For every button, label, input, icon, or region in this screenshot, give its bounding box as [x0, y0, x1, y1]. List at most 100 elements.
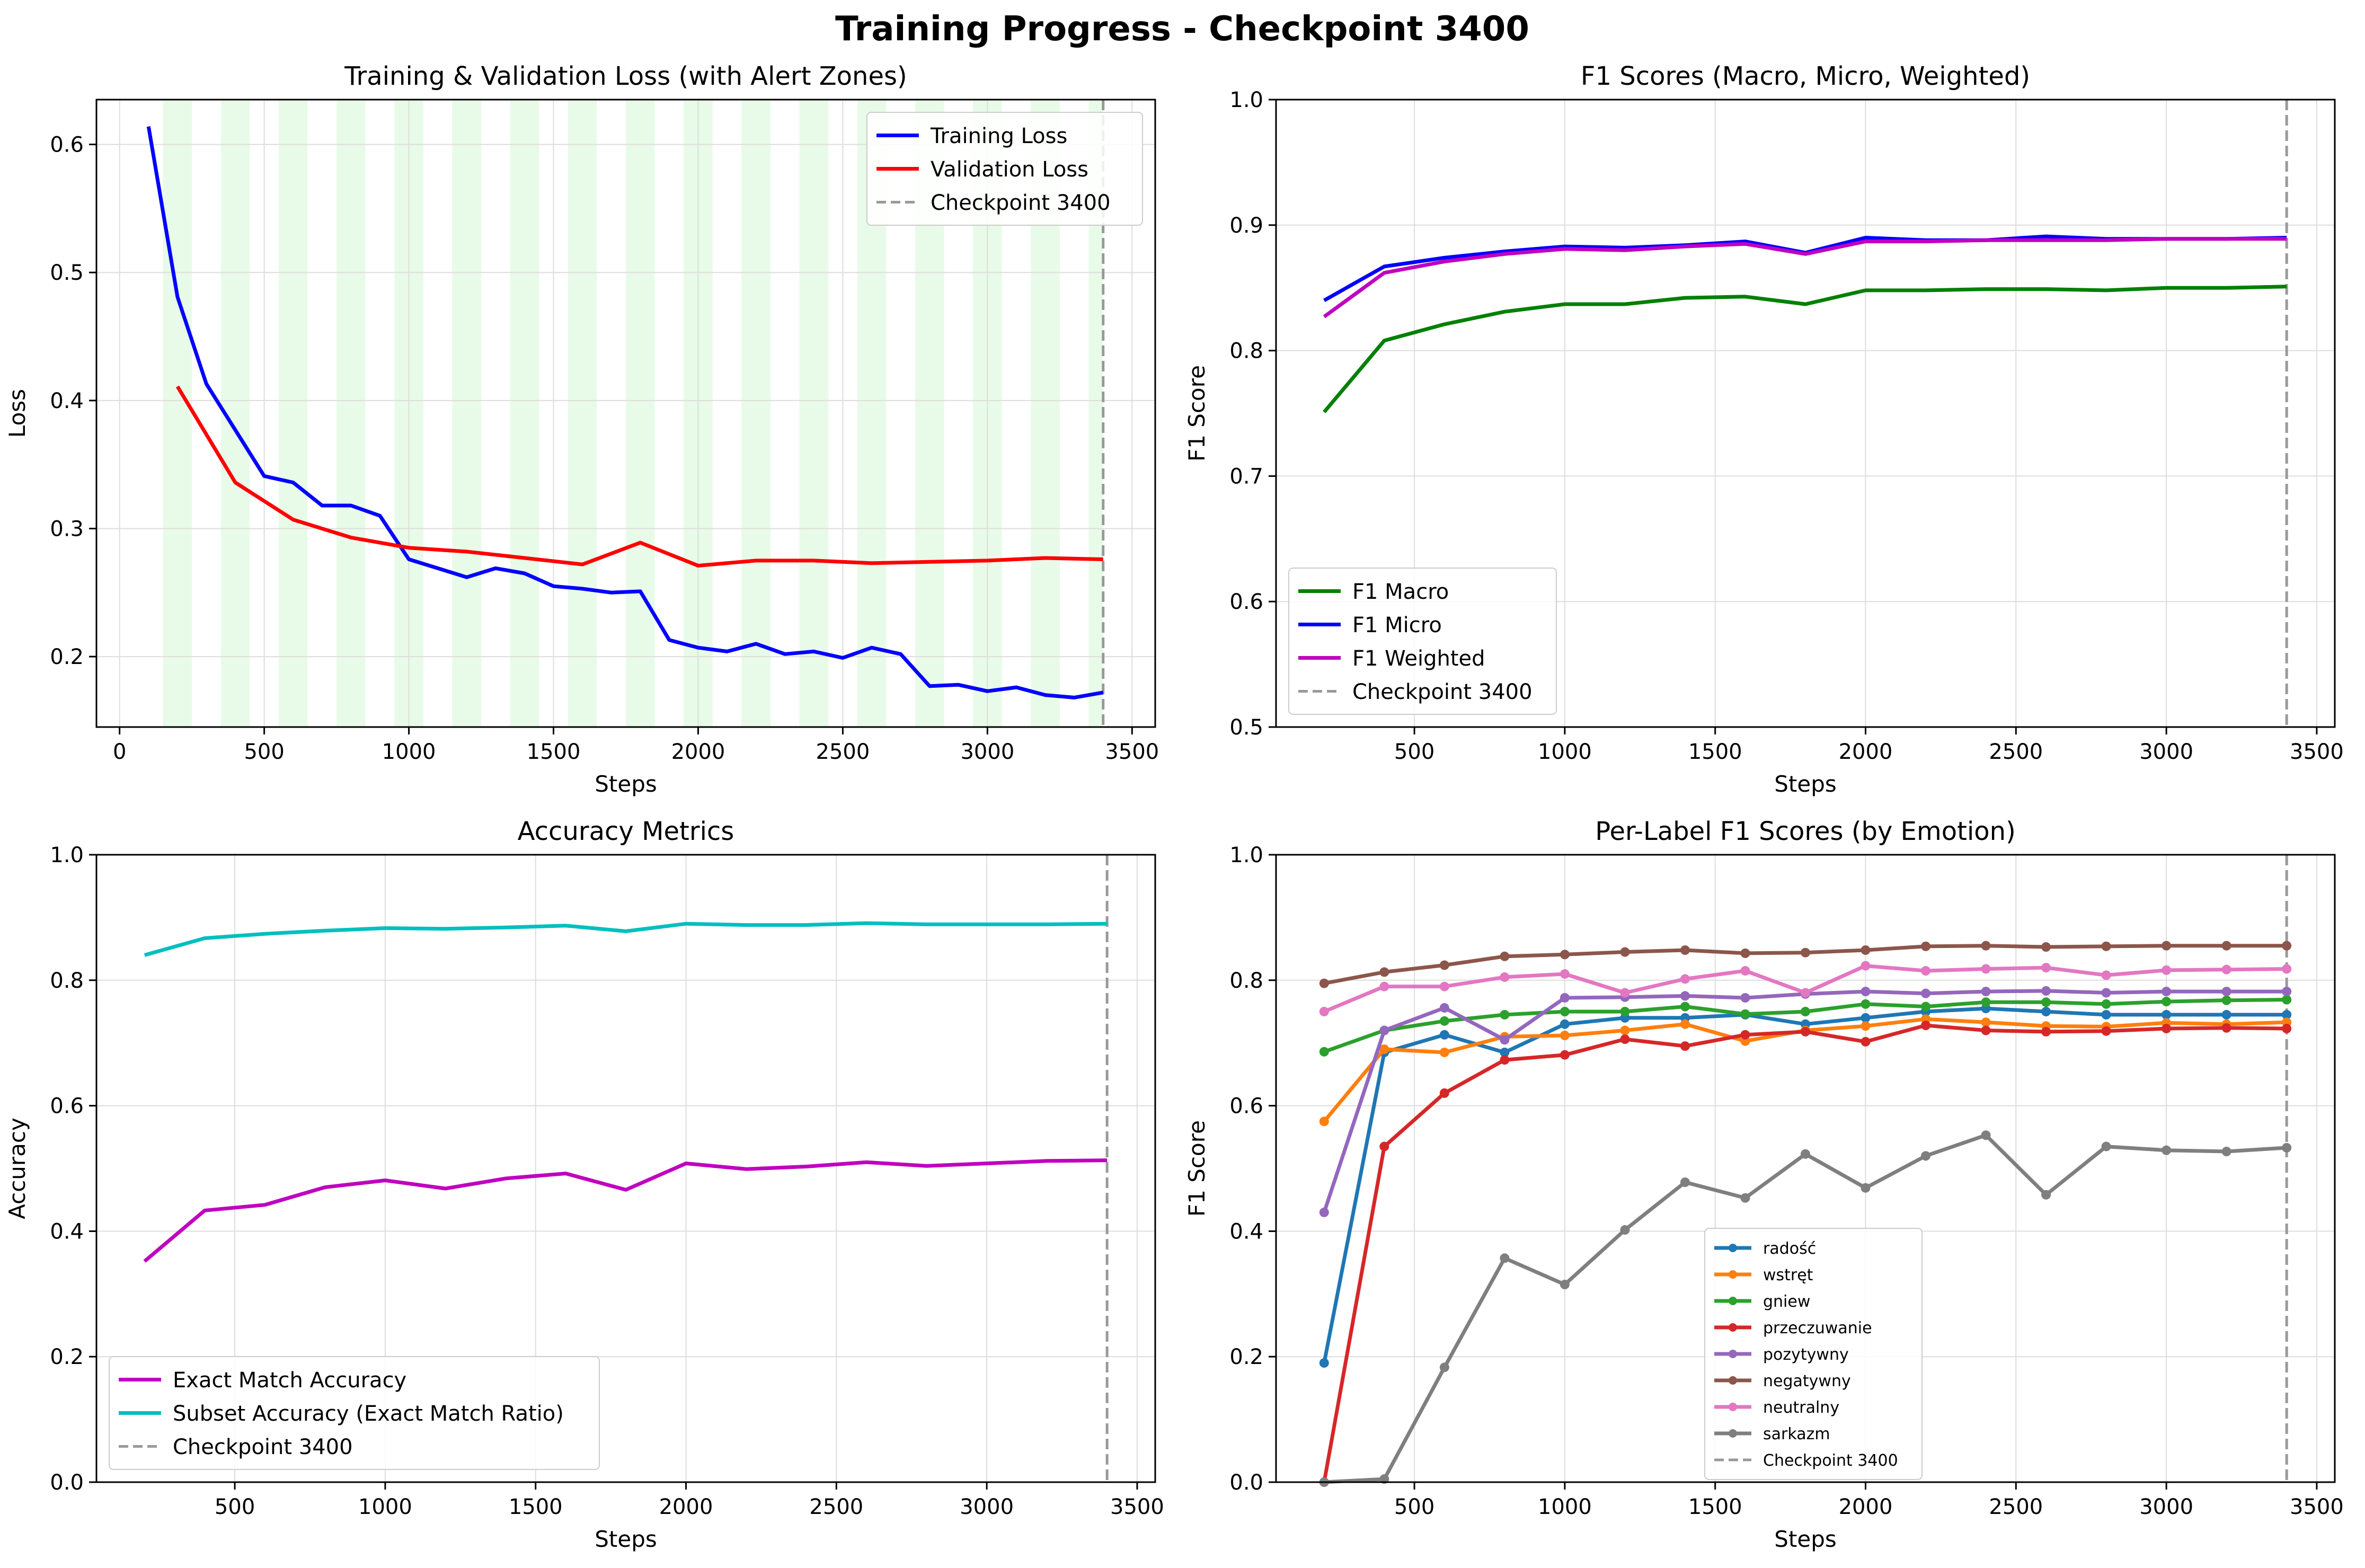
labels-legend-label-1: wstręt — [1763, 1266, 1813, 1284]
f1-x-tick-label-3: 2000 — [1839, 740, 1893, 764]
labels-xlabel: Steps — [1774, 1526, 1837, 1552]
labels-series-4-point-16 — [2282, 987, 2292, 997]
labels-series-2-point-12 — [2041, 997, 2051, 1007]
labels-series-2-point-13 — [2101, 999, 2111, 1009]
labels-series-4-point-10 — [1921, 988, 1931, 998]
labels-series-3-point-5 — [1620, 1034, 1630, 1044]
f1-x-tick-label-6: 3500 — [2290, 740, 2344, 764]
loss-x-tick-label-4: 2000 — [671, 740, 725, 764]
f1-y-tick-label-3: 0.8 — [1229, 339, 1263, 364]
loss-alert-zone-10 — [741, 100, 770, 727]
labels-series-0-point-12 — [2041, 1007, 2051, 1016]
f1-y-tick-label-0: 0.5 — [1229, 715, 1263, 740]
f1-y-tick-label-4: 0.9 — [1229, 214, 1263, 238]
labels-series-3-point-2 — [1439, 1088, 1449, 1098]
labels-x-tick-label-4: 2500 — [1989, 1495, 2043, 1519]
loss-ylabel: Loss — [4, 389, 30, 438]
acc-legend-box — [109, 1356, 600, 1470]
labels-series-7-point-6 — [1680, 1177, 1690, 1188]
labels-series-5-point-2 — [1439, 960, 1449, 970]
labels-series-4-point-7 — [1740, 993, 1750, 1003]
labels-x-tick-label-5: 3000 — [2139, 1495, 2193, 1519]
loss-legend-label-0: Training Loss — [930, 124, 1067, 148]
labels-series-7-point-16 — [2282, 1142, 2292, 1153]
f1-x-tick-label-1: 1000 — [1538, 740, 1592, 764]
labels-series-4-point-6 — [1680, 991, 1690, 1001]
loss-x-tick-label-6: 3000 — [960, 740, 1014, 764]
labels-y-tick-label-1: 0.2 — [1229, 1345, 1263, 1369]
labels-series-5-point-6 — [1680, 945, 1690, 955]
labels-series-2-point-5 — [1620, 1007, 1630, 1016]
labels-series-1-point-11 — [1981, 1017, 1991, 1027]
labels-y-tick-label-4: 0.8 — [1229, 969, 1263, 993]
labels-series-4-point-14 — [2162, 987, 2172, 997]
f1-title: F1 Scores (Macro, Micro, Weighted) — [1581, 61, 2030, 91]
acc-y-tick-label-1: 0.2 — [50, 1345, 84, 1369]
labels-legend-label-3: przeczuwanie — [1763, 1319, 1872, 1337]
labels-series-2-point-9 — [1861, 999, 1871, 1009]
labels-series-5-point-0 — [1319, 978, 1329, 988]
loss-x-tick-label-7: 3500 — [1105, 740, 1159, 764]
labels-series-4-point-1 — [1379, 1025, 1389, 1035]
loss-series-line-0 — [146, 126, 1104, 699]
labels-series-2-point-14 — [2162, 997, 2172, 1007]
labels-series-4-point-9 — [1861, 987, 1871, 997]
labels-series-7-point-5 — [1620, 1225, 1630, 1235]
acc-series-line-0 — [143, 1158, 1108, 1263]
labels-series-4-point-12 — [2041, 986, 2051, 996]
labels-series-2-point-0 — [1319, 1047, 1329, 1057]
labels-series-1-point-6 — [1680, 1019, 1690, 1029]
labels-series-2-point-8 — [1801, 1007, 1810, 1016]
f1-xlabel: Steps — [1774, 771, 1837, 797]
f1-y-tick-label-5: 1.0 — [1229, 88, 1263, 112]
labels-series-2-point-7 — [1740, 1009, 1750, 1019]
f1-x-tick-label-4: 2500 — [1989, 740, 2043, 764]
f1-legend-box — [1288, 568, 1557, 715]
f1-ylabel: F1 Score — [1184, 365, 1210, 462]
labels-series-3-point-8 — [1801, 1026, 1810, 1037]
labels-y-tick-label-3: 0.6 — [1229, 1094, 1263, 1119]
labels-legend-box — [1704, 1228, 1923, 1480]
labels-legend-marker-3 — [1729, 1323, 1737, 1332]
labels-legend-label-7: sarkazm — [1763, 1425, 1830, 1443]
labels-series-0-point-9 — [1861, 1013, 1871, 1023]
labels-series-5-point-15 — [2221, 941, 2231, 951]
labels-series-6-point-8 — [1801, 988, 1810, 998]
labels-x-tick-label-1: 1000 — [1538, 1495, 1592, 1519]
loss-y-tick-label-2: 0.4 — [50, 389, 84, 413]
loss-axes-frame — [95, 99, 1156, 728]
labels-series-3-point-13 — [2101, 1026, 2111, 1036]
loss-alert-zone-8 — [626, 100, 655, 727]
labels-y-tick-label-5: 1.0 — [1229, 843, 1263, 867]
loss-x-tick-label-2: 1000 — [382, 740, 436, 764]
labels-legend-marker-4 — [1729, 1350, 1737, 1358]
f1-series-line-2 — [1323, 237, 2287, 318]
labels-series-1-point-0 — [1319, 1117, 1329, 1127]
loss-y-tick-label-3: 0.5 — [50, 261, 84, 285]
acc-y-tick-label-4: 0.8 — [50, 969, 84, 993]
labels-series-3-point-14 — [2162, 1023, 2172, 1033]
labels-series-6-point-15 — [2221, 964, 2231, 975]
labels-series-4-point-11 — [1981, 987, 1991, 997]
labels-series-7-point-10 — [1921, 1151, 1931, 1161]
labels-series-4-point-13 — [2101, 988, 2111, 998]
labels-series-5-point-4 — [1560, 950, 1570, 960]
labels-series-5-point-5 — [1620, 947, 1630, 957]
labels-series-6-point-16 — [2282, 964, 2292, 974]
f1-x-tick-label-5: 3000 — [2139, 740, 2193, 764]
labels-legend-marker-6 — [1729, 1403, 1737, 1411]
labels-series-3-point-11 — [1981, 1025, 1991, 1035]
labels-series-4-point-15 — [2221, 987, 2231, 997]
labels-series-6-point-13 — [2101, 970, 2111, 980]
labels-series-6-point-3 — [1500, 972, 1510, 982]
labels-legend-label-6: neutralny — [1763, 1398, 1839, 1417]
acc-legend-label-1: Subset Accuracy (Exact Match Ratio) — [173, 1402, 564, 1426]
loss-title: Training & Validation Loss (with Alert Z… — [344, 61, 907, 91]
labels-series-4-point-3 — [1500, 1035, 1510, 1045]
labels-y-tick-label-0: 0.0 — [1229, 1470, 1263, 1495]
labels-y-tick-label-2: 0.4 — [1229, 1219, 1263, 1244]
acc-y-tick-label-0: 0.0 — [50, 1470, 84, 1495]
acc-y-tick-label-2: 0.4 — [50, 1219, 84, 1244]
acc-x-tick-label-5: 3000 — [960, 1495, 1014, 1519]
labels-legend-marker-5 — [1729, 1376, 1737, 1385]
